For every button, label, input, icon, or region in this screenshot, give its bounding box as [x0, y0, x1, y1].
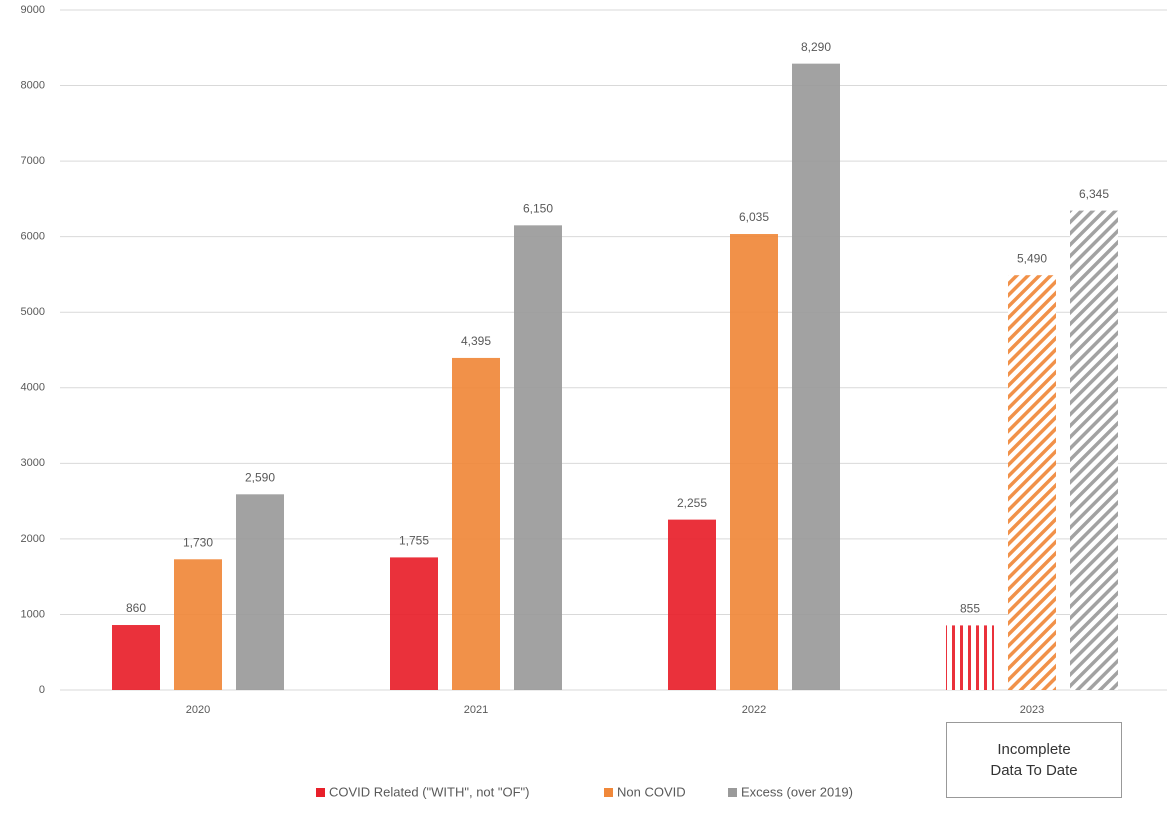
y-tick-label: 4000: [21, 382, 45, 394]
bar: [1070, 210, 1118, 690]
y-tick-label: 8000: [21, 79, 45, 91]
value-label: 2,255: [677, 496, 707, 510]
y-tick-label: 5000: [21, 306, 45, 318]
value-label: 855: [960, 602, 980, 616]
value-label: 6,035: [739, 210, 769, 224]
bar: [452, 357, 500, 690]
legend-swatch: [604, 788, 613, 797]
y-tick-label: 0: [39, 684, 45, 696]
legend-swatch: [316, 788, 325, 797]
bar: [792, 63, 840, 690]
x-tick-label: 2023: [1020, 704, 1044, 716]
bar: [514, 225, 562, 691]
y-tick-label: 6000: [21, 231, 45, 243]
annotation: Incomplete Data To Date: [946, 722, 1122, 798]
legend-label: Non COVID: [617, 784, 686, 799]
legend-swatch: [728, 788, 737, 797]
bar: [668, 519, 716, 690]
value-label: 8,290: [801, 40, 831, 54]
value-label: 1,755: [399, 534, 429, 548]
x-tick-label: 2021: [464, 704, 488, 716]
y-tick-label: 3000: [21, 457, 45, 469]
bar: [112, 625, 160, 690]
bar: [390, 557, 438, 690]
value-label: 6,345: [1079, 187, 1109, 201]
value-label: 4,395: [461, 334, 491, 348]
x-tick-label: 2020: [186, 704, 210, 716]
y-tick-label: 1000: [21, 608, 45, 620]
x-tick-label: 2022: [742, 704, 766, 716]
bar: [730, 234, 778, 690]
legend-label: COVID Related ("WITH", not "OF"): [329, 784, 530, 799]
y-tick-label: 7000: [21, 155, 45, 167]
y-tick-label: 9000: [21, 4, 45, 16]
value-label: 5,490: [1017, 251, 1047, 265]
legend-label: Excess (over 2019): [741, 784, 853, 799]
bar: [1008, 275, 1056, 690]
y-tick-label: 2000: [21, 533, 45, 545]
value-label: 1,730: [183, 535, 213, 549]
value-label: 860: [126, 601, 146, 615]
bar: [236, 494, 284, 690]
value-label: 2,590: [245, 470, 275, 484]
value-label: 6,150: [523, 202, 553, 216]
bar: [946, 625, 994, 690]
bar: [174, 559, 222, 690]
